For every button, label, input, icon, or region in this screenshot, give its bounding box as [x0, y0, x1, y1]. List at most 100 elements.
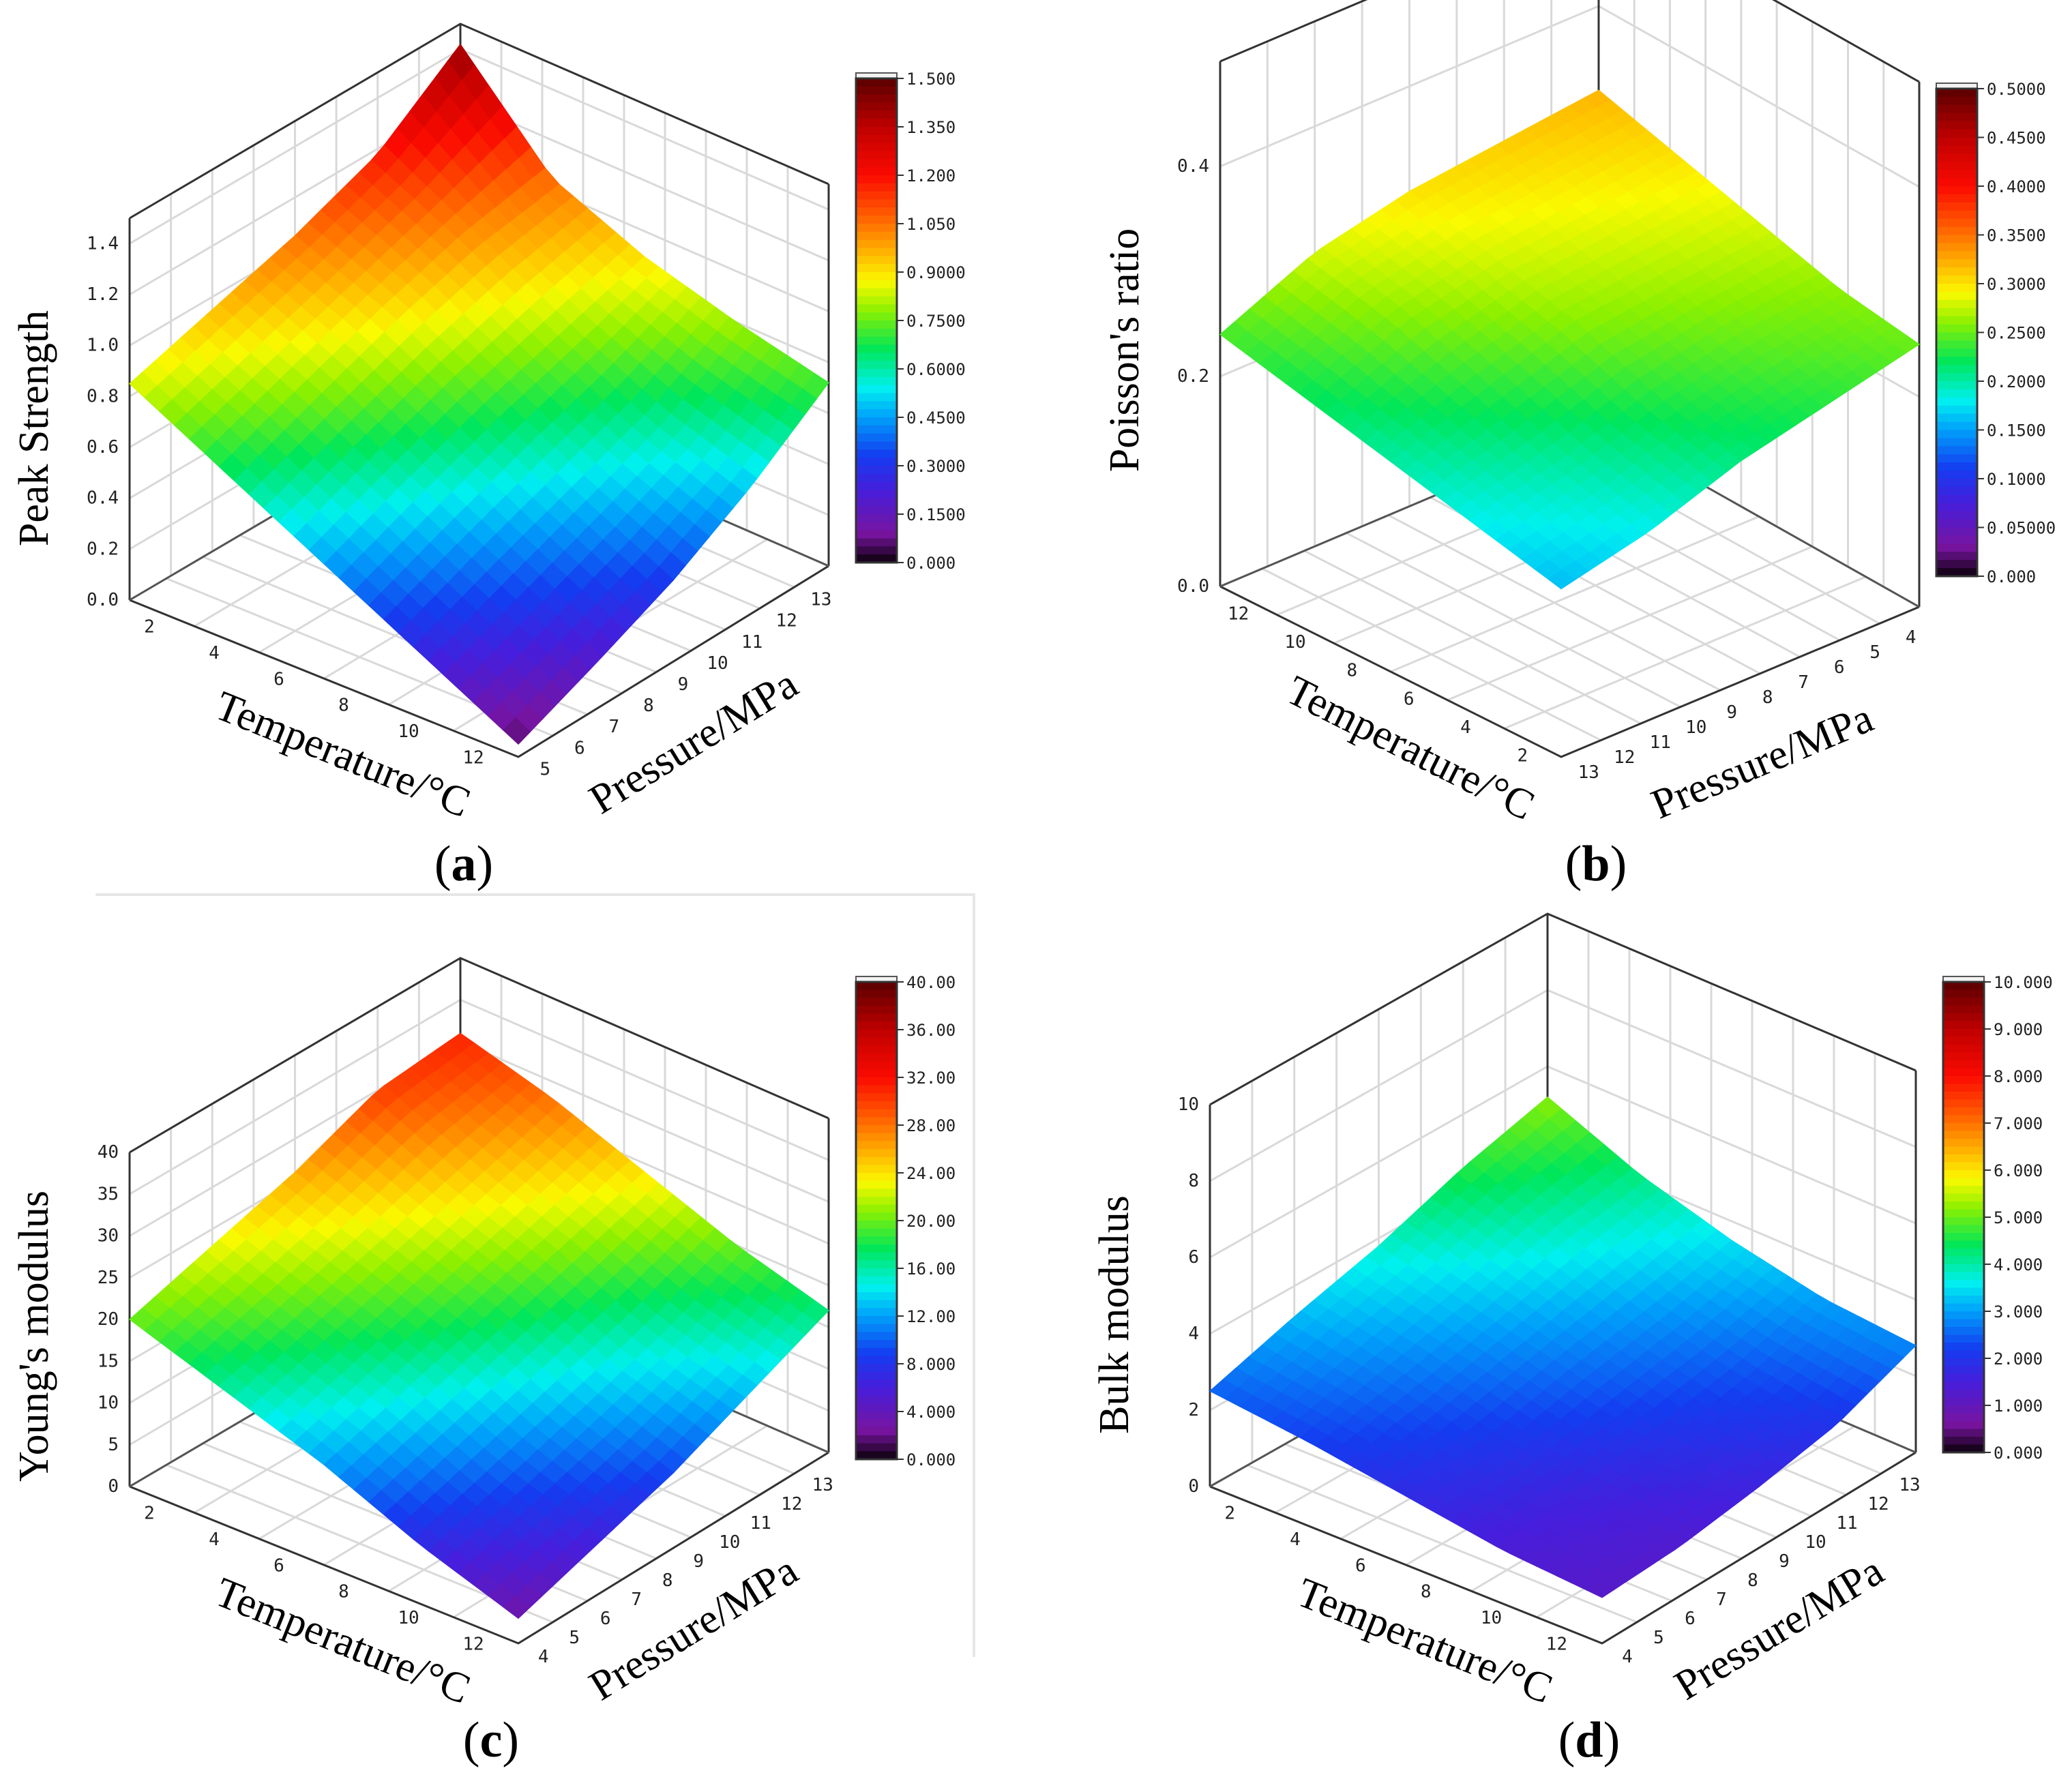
colorbar-segment [856, 409, 897, 418]
x-tick-label: 4 [1460, 717, 1471, 738]
surface-chart-peak-strength: 0.0 0.2 0.4 0.6 0.8 1.0 1.2 1.4 2 4 6 8 10 12 5 6 7 8 9 10 1… [11, 23, 966, 826]
x-tick-label: 4 [1290, 1529, 1301, 1550]
colorbar-segment [856, 1340, 897, 1349]
y-tick-label: 12 [781, 1494, 802, 1514]
y-tick-label: 13 [1578, 762, 1599, 783]
colorbar-segment [1936, 89, 1977, 98]
colorbar-segment [1943, 1123, 1984, 1132]
colorbar-segment [1936, 519, 1977, 528]
colorbar-segment [856, 441, 897, 451]
colorbar-tick-label: 0.000 [1987, 567, 2036, 586]
z-axis-label: Peak Strength [11, 310, 57, 546]
colorbar-tick-label: 8.000 [1994, 1067, 2043, 1086]
colorbar-segment [856, 1149, 897, 1158]
colorbar-segment [1936, 145, 1977, 155]
colorbar-segment [856, 215, 897, 224]
colorbar-segment [1943, 1052, 1984, 1061]
caption-c-text: (c) [462, 1712, 520, 1768]
x-tick-label: 12 [462, 747, 484, 768]
y-tick-label: 9 [1726, 702, 1737, 723]
colorbar-tick-label: 0.9000 [906, 263, 966, 282]
colorbar-segment [856, 1077, 897, 1086]
x-tick-label: 8 [1347, 661, 1358, 681]
y-tick-label: 7 [631, 1589, 642, 1610]
colorbar: 40.00 36.00 32.00 28.00 24.00 20.00 16.00 12.00… [855, 973, 956, 1469]
x-tick-label: 2 [144, 1504, 155, 1524]
colorbar-segment [856, 199, 897, 209]
caption-c: (c) [389, 1712, 593, 1769]
colorbar-segment [856, 1165, 897, 1174]
y-tick-label: 7 [1716, 1589, 1727, 1610]
surface-patch [503, 717, 531, 745]
colorbar-tick-label: 0.4000 [1987, 177, 2046, 196]
colorbar-segment [856, 1324, 897, 1333]
colorbar-segment [856, 1451, 897, 1460]
y-tick-label: 8 [662, 1570, 673, 1591]
colorbar-segment [1943, 1193, 1984, 1202]
colorbar-segment [1943, 1296, 1984, 1304]
colorbar-segment [1936, 535, 1977, 545]
y-tick-label: 9 [693, 1551, 704, 1572]
colorbar-segment [1943, 1311, 1984, 1320]
y-tick-label: 11 [1836, 1513, 1857, 1534]
x-tick-label: 6 [1355, 1555, 1366, 1576]
colorbar-tick-label: 40.00 [906, 973, 956, 992]
colorbar-segment [1943, 982, 1984, 991]
colorbar-segment [1936, 96, 1977, 106]
colorbar-segment [856, 1412, 897, 1420]
colorbar-tick-label: 0.7500 [906, 312, 966, 331]
caption-b-text: (b) [1565, 836, 1627, 892]
colorbar-segment [856, 78, 897, 87]
colorbar-segment [1943, 1013, 1984, 1022]
colorbar-segment [856, 207, 897, 217]
x-tick-label: 2 [1224, 1504, 1235, 1524]
z-tick-label: 0.4 [1177, 156, 1209, 177]
colorbar-segment [856, 288, 897, 297]
z-tick-label: 0.2 [87, 539, 119, 559]
colorbar-segment [1943, 1115, 1984, 1124]
y-tick-label: 12 [776, 611, 797, 631]
colorbar-segment [856, 239, 897, 249]
colorbar-segment [856, 94, 897, 104]
colorbar-tick-label: 0.3000 [906, 457, 966, 476]
colorbar-segment [1943, 1374, 1984, 1383]
colorbar-segment [1943, 1327, 1984, 1336]
colorbar-segment [1943, 989, 1984, 998]
colorbar-segment [856, 554, 897, 563]
colorbar-segment [856, 1443, 897, 1452]
colorbar-segment [856, 328, 897, 338]
z-axis-label: Young's modulus [11, 1191, 57, 1482]
colorbar-segment [1936, 389, 1977, 398]
z-tick-label: 4 [1188, 1324, 1199, 1344]
surface-chart-youngs-modulus: 05101520253035402468101245678910111213Te… [11, 957, 956, 1713]
z-tick-label: 0.0 [87, 590, 119, 610]
x-tick-label: 6 [273, 1555, 284, 1576]
colorbar-segment [856, 1435, 897, 1444]
colorbar-segment [856, 506, 897, 515]
colorbar-segment [856, 183, 897, 192]
colorbar-segment [856, 449, 897, 459]
y-tick-label: 12 [1867, 1494, 1889, 1514]
panel-c-border-right [973, 893, 975, 1657]
colorbar-segment [1943, 1272, 1984, 1281]
y-tick-label: 5 [1869, 642, 1880, 663]
colorbar-segment [1936, 340, 1977, 350]
y-axis-label: Pressure/MPa [1645, 695, 1880, 828]
colorbar-segment [856, 522, 897, 531]
colorbar-segment [856, 1292, 897, 1301]
y-tick-label: 6 [1685, 1609, 1696, 1629]
colorbar-segment [1936, 511, 1977, 520]
colorbar-segment [856, 1061, 897, 1071]
colorbar-segment [856, 361, 897, 370]
colorbar-tick-label: 4.000 [1994, 1255, 2043, 1274]
colorbar-segment [1936, 552, 1977, 561]
colorbar-segment [1936, 365, 1977, 374]
colorbar-segment [1943, 1382, 1984, 1390]
colorbar-segment [856, 256, 897, 265]
colorbar-segment [856, 304, 897, 314]
colorbar-segment [1943, 1217, 1984, 1226]
surface-patch [1547, 569, 1576, 590]
z-tick-labels: 0.0 0.2 0.4 0.6 0.8 1.0 1.2 1.4 [87, 233, 119, 610]
colorbar-segment [856, 102, 897, 112]
colorbar-segment [856, 119, 897, 128]
